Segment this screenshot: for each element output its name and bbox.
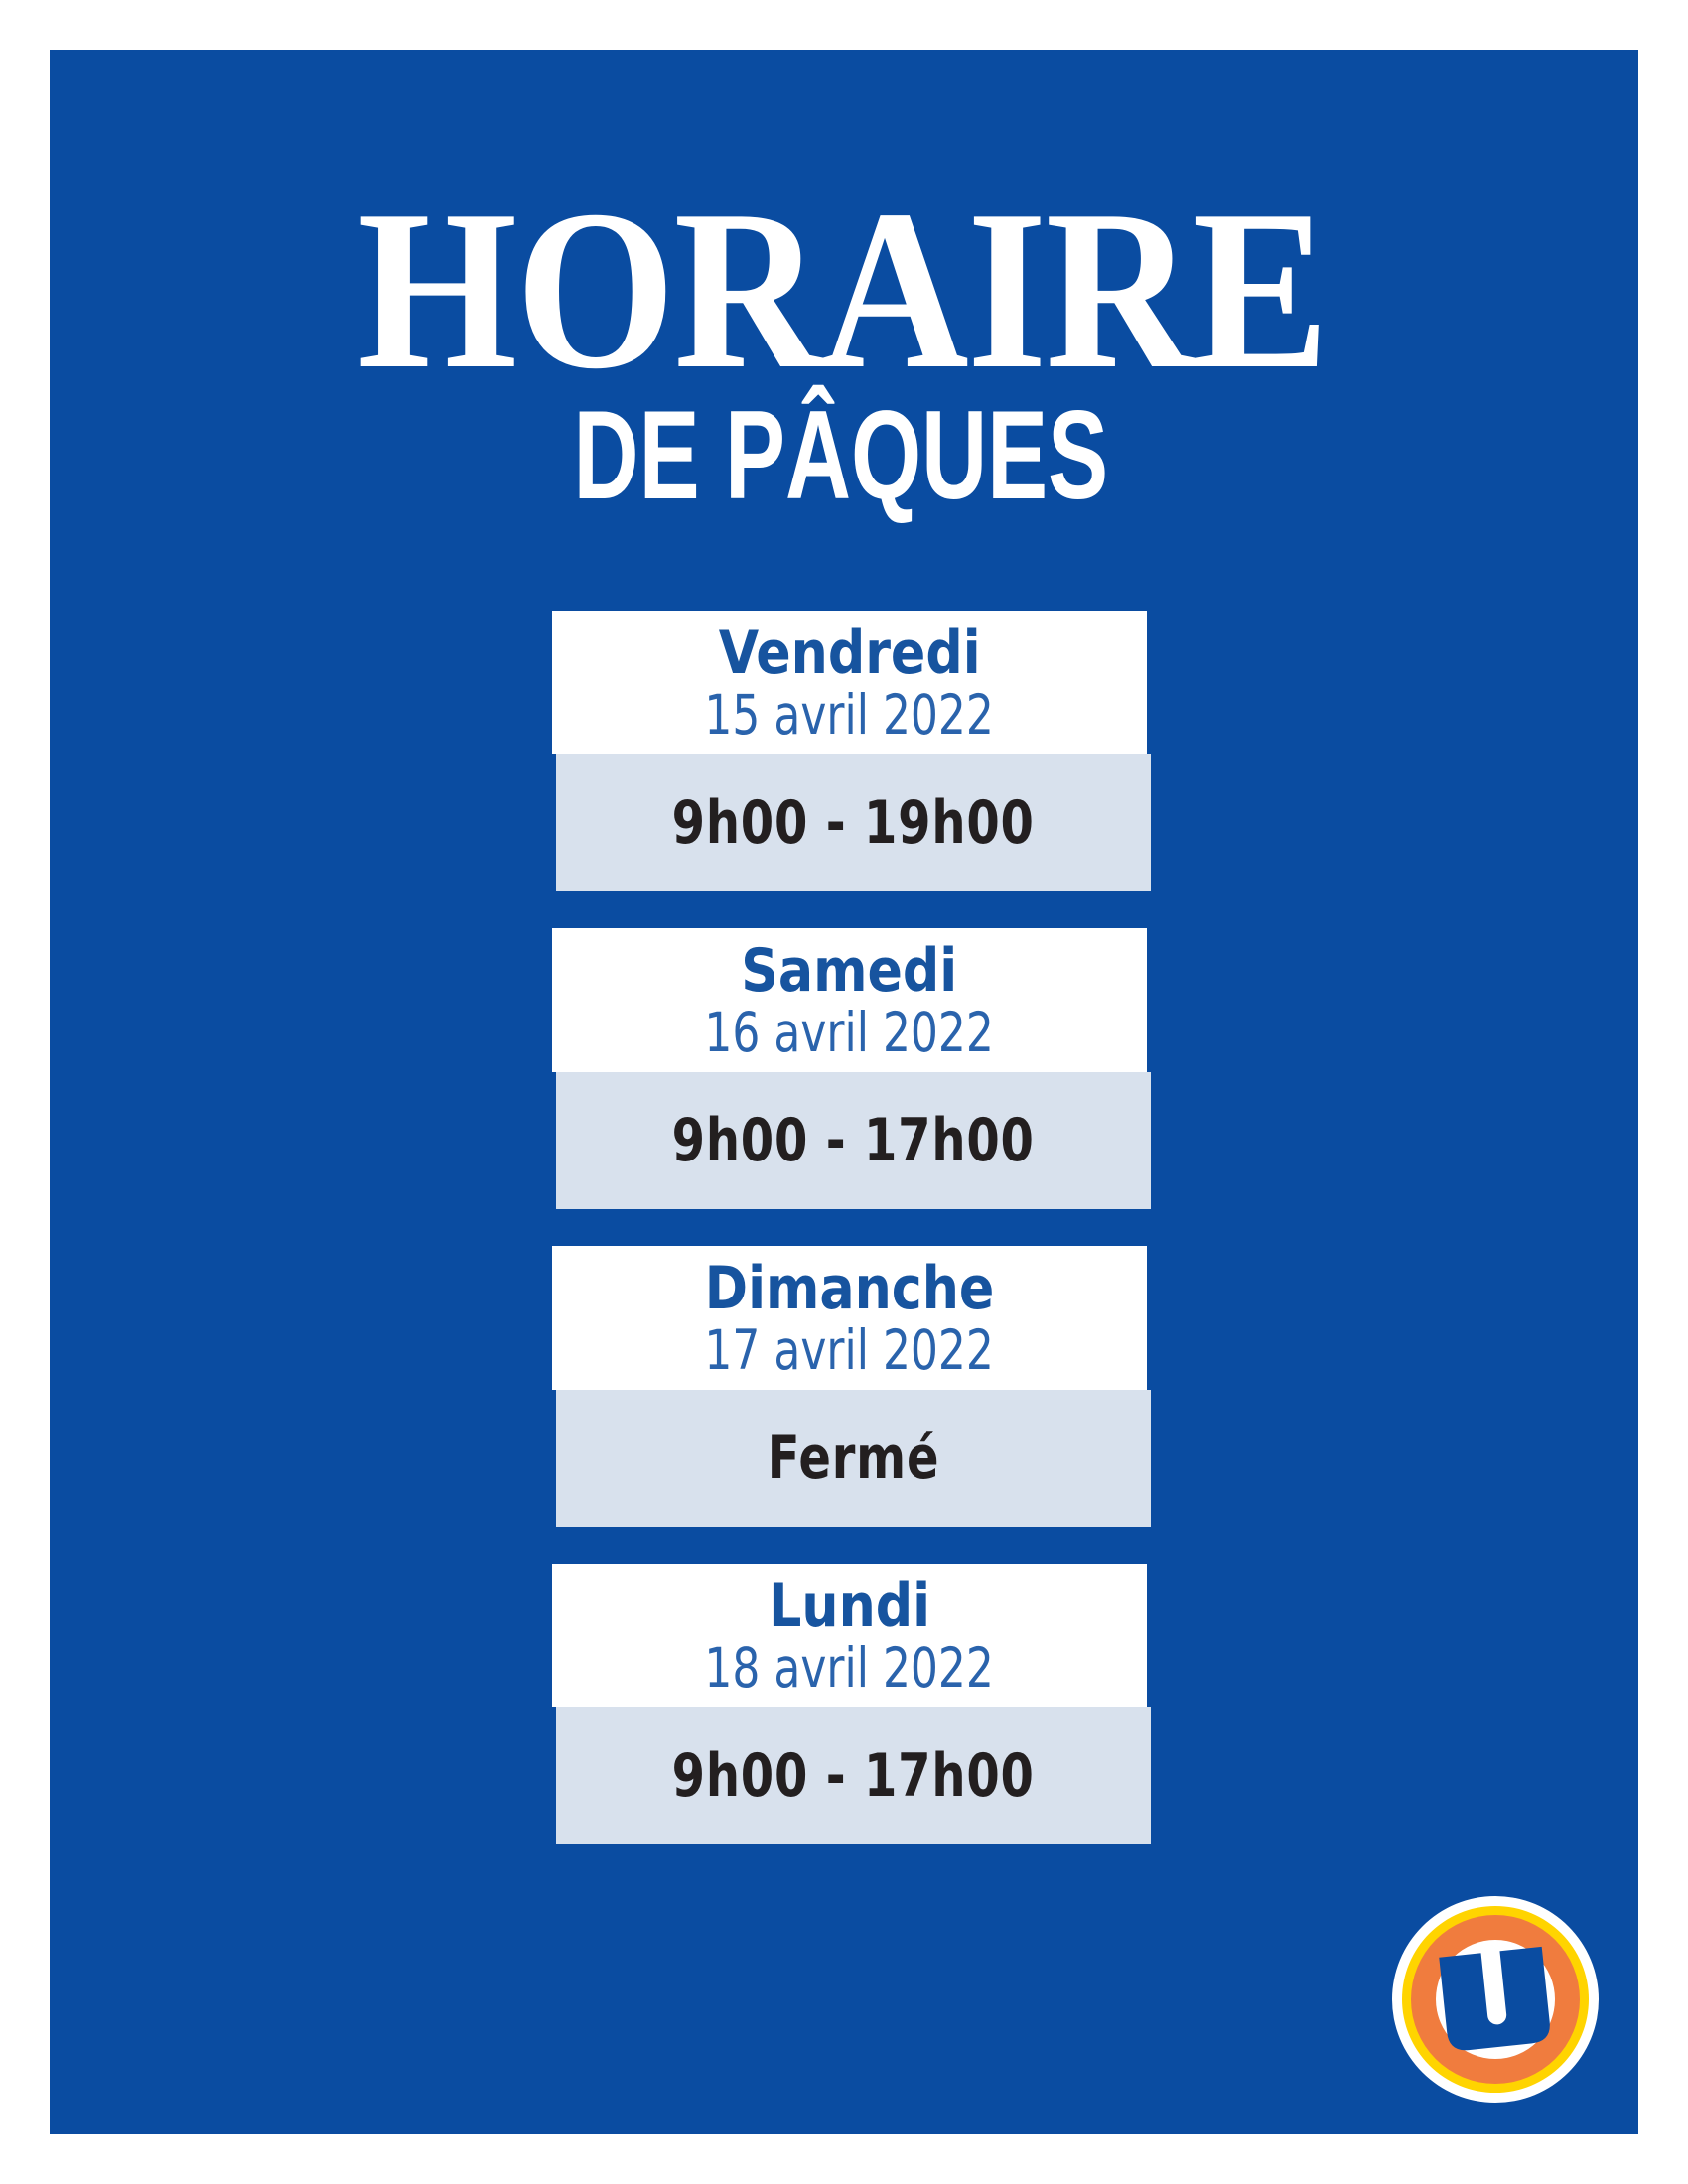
hours-band: 9h00 - 17h00 (556, 1707, 1151, 1844)
hours-text: 9h00 - 19h00 (671, 788, 1036, 858)
hours-text: 9h00 - 17h00 (671, 1106, 1036, 1175)
u-brand-logo-icon (1392, 1896, 1599, 2103)
hours-band: Fermé (556, 1390, 1151, 1527)
day-block: Samedi 16 avril 2022 (552, 928, 1147, 1072)
day-date: 18 avril 2022 (704, 1636, 995, 1700)
hours-band: 9h00 - 19h00 (556, 754, 1151, 891)
schedule-card-vendredi: Vendredi 15 avril 2022 9h00 - 19h00 (552, 611, 1151, 891)
hours-band: 9h00 - 17h00 (556, 1072, 1151, 1209)
day-name: Dimanche (704, 1254, 995, 1323)
hours-text: 9h00 - 17h00 (671, 1741, 1036, 1811)
poster-title: HORAIRE (357, 163, 1329, 416)
day-date: 15 avril 2022 (704, 683, 995, 747)
blue-panel: HORAIRE DE PÂQUES Vendredi 15 avril 2022… (50, 50, 1638, 2134)
day-name: Lundi (769, 1571, 930, 1641)
schedule-card-samedi: Samedi 16 avril 2022 9h00 - 17h00 (552, 928, 1151, 1209)
poster-subtitle: DE PÂQUES (573, 384, 1109, 525)
day-name: Samedi (741, 936, 958, 1006)
schedule-card-lundi: Lundi 18 avril 2022 9h00 - 17h00 (552, 1564, 1151, 1844)
day-block: Vendredi 15 avril 2022 (552, 611, 1147, 754)
logo-u-letter-icon (1439, 1946, 1550, 2051)
day-date: 17 avril 2022 (704, 1318, 995, 1382)
day-name: Vendredi (718, 618, 981, 688)
hours-text: Fermé (767, 1424, 940, 1493)
schedule-card-dimanche: Dimanche 17 avril 2022 Fermé (552, 1246, 1151, 1527)
day-block: Dimanche 17 avril 2022 (552, 1246, 1147, 1390)
day-date: 16 avril 2022 (704, 1001, 995, 1064)
day-block: Lundi 18 avril 2022 (552, 1564, 1147, 1707)
